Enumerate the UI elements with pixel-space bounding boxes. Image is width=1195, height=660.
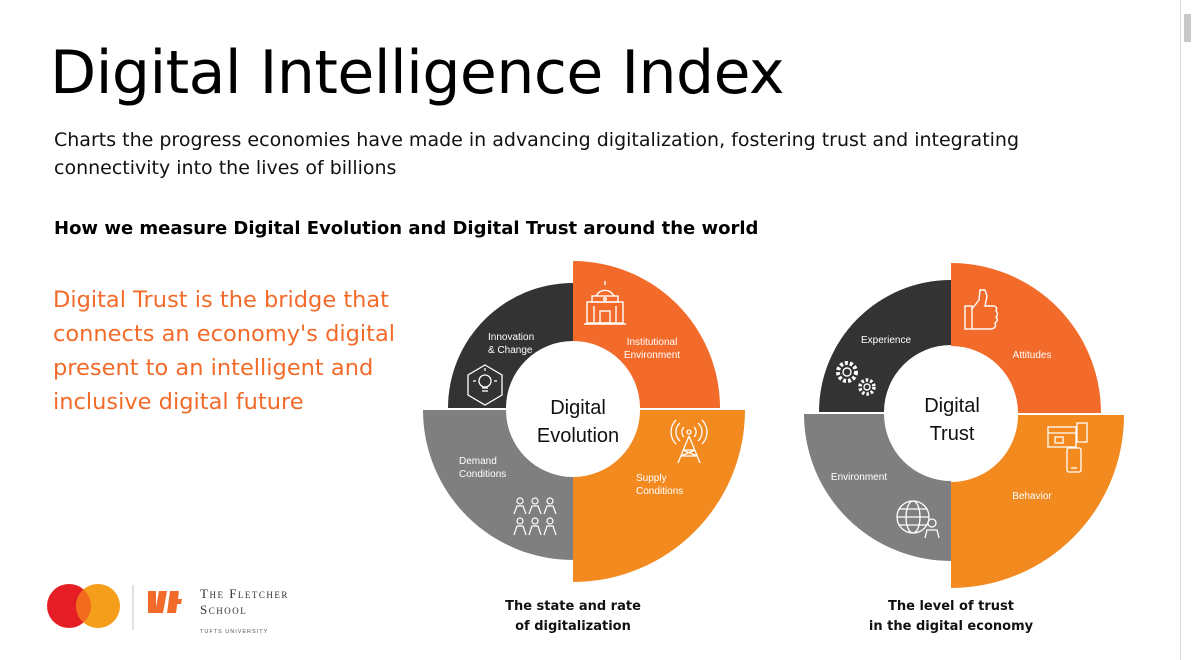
center-hole — [509, 345, 637, 473]
center-label-line1: Digital — [924, 395, 980, 417]
trust-caption-line1: The level of trust — [888, 599, 1014, 614]
segment-attitudes — [951, 263, 1101, 413]
devices-icon — [1047, 422, 1088, 473]
demand-label-line2: Conditions — [459, 469, 506, 480]
page-title: Digital Intelligence Index — [50, 38, 785, 108]
institutional-label-line1: Institutional — [627, 337, 678, 348]
segment-innovation-change — [448, 283, 573, 408]
evolution-caption: The state and rate of digitalization — [453, 597, 693, 637]
behavior-label: Behavior — [1012, 491, 1052, 502]
trust-caption-line2: in the digital economy — [868, 619, 1034, 634]
fletcher-school-logo — [148, 591, 182, 613]
mastercard-logo — [47, 584, 120, 628]
center-label-line2: Trust — [930, 423, 975, 445]
trust-caption: The level of trust in the digital econom… — [831, 597, 1071, 637]
section-heading: How we measure Digital Evolution and Dig… — [54, 218, 759, 239]
fletcher-line3: TUFTS UNIVERSITY — [200, 629, 268, 635]
digital-trust-diagram: Digital Trust Attitudes Behavior Environ… — [804, 263, 1124, 588]
segment-experience — [819, 280, 951, 412]
scrollbar[interactable] — [1180, 0, 1195, 660]
segment-institutional-environment — [573, 261, 720, 408]
experience-label: Experience — [861, 335, 911, 346]
innovation-label-line1: Innovation — [488, 332, 534, 343]
demand-label-line1: Demand — [459, 456, 497, 467]
attitudes-label: Attitudes — [1013, 350, 1052, 361]
evolution-caption-line2: of digitalization — [515, 619, 631, 634]
page-subtitle: Charts the progress economies have made … — [54, 129, 1020, 179]
segment-supply-conditions — [573, 410, 745, 582]
segment-environment — [804, 414, 951, 561]
fletcher-line1: The Fletcher — [200, 586, 289, 601]
digital-trust-quote: Digital Trust is the bridge that connect… — [53, 287, 395, 415]
people-group-icon — [513, 497, 557, 536]
antenna-tower-icon — [670, 419, 708, 464]
gears-icon — [836, 361, 876, 396]
center-hole — [887, 349, 1015, 477]
segment-demand-conditions — [423, 410, 573, 560]
thumbs-up-icon — [964, 289, 999, 330]
environment-label: Environment — [831, 472, 887, 483]
center-label-line2: Evolution — [537, 425, 619, 447]
supply-label-line2: Conditions — [636, 486, 683, 497]
digital-evolution-diagram: Digital Evolution Institutional Environm… — [423, 261, 745, 582]
center-label-line1: Digital — [550, 397, 606, 419]
fletcher-line2: School — [200, 602, 247, 617]
evolution-caption-line1: The state and rate — [505, 599, 641, 614]
institutional-label-line2: Environment — [624, 350, 680, 361]
globe-user-icon — [896, 500, 940, 539]
innovation-label-line2: & Change — [488, 345, 533, 356]
building-icon — [584, 281, 626, 325]
scrollbar-thumb[interactable] — [1184, 14, 1191, 42]
lightbulb-icon — [467, 364, 503, 406]
supply-label-line1: Supply — [636, 473, 667, 484]
